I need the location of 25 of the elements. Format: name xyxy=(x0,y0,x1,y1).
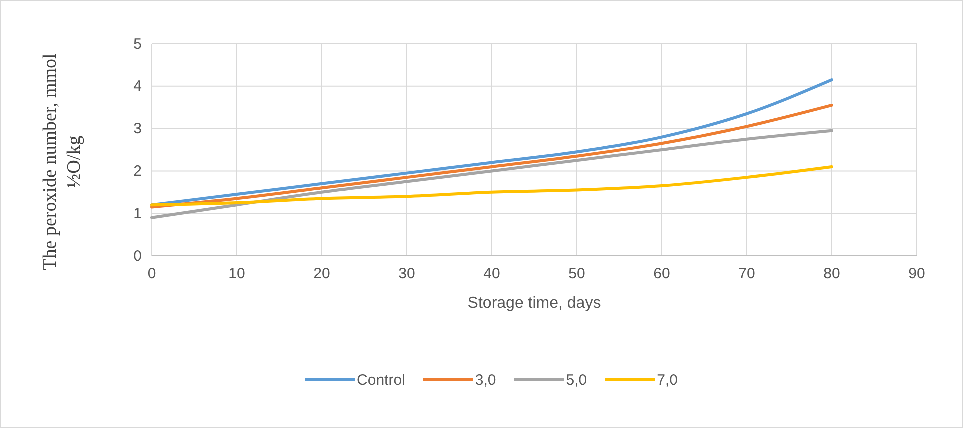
x-tick-label: 70 xyxy=(738,266,756,283)
legend-label: 7,0 xyxy=(657,372,678,389)
x-tick-label: 40 xyxy=(484,266,500,283)
line-series xyxy=(150,165,834,207)
x-tick-label: 80 xyxy=(824,266,840,283)
x-tick-label: 0 xyxy=(148,266,156,283)
legend-label: 5,0 xyxy=(566,372,588,389)
y-tick-label: 2 xyxy=(134,163,142,180)
y-tick-label: 1 xyxy=(134,205,142,222)
line-series xyxy=(150,129,834,220)
line-series xyxy=(150,104,834,209)
legend-label: 3,0 xyxy=(475,372,496,389)
x-tick-label: 20 xyxy=(314,266,330,283)
y-tick-label: 5 xyxy=(134,36,142,53)
y-axis-title: The peroxide number, mmol ½O/kg xyxy=(40,54,85,270)
y-tick-label: 0 xyxy=(134,248,142,265)
legend-label: Control xyxy=(357,372,406,389)
y-tick-label: 3 xyxy=(134,120,142,138)
x-tick-label: 10 xyxy=(228,266,246,283)
y-tick-label: 4 xyxy=(134,78,142,96)
x-tick-label: 90 xyxy=(908,266,926,283)
x-tick-label: 50 xyxy=(568,266,586,283)
x-tick-label: 60 xyxy=(654,266,670,283)
x-tick-label: 30 xyxy=(398,266,416,283)
x-axis-title: Storage time, days xyxy=(468,295,602,312)
